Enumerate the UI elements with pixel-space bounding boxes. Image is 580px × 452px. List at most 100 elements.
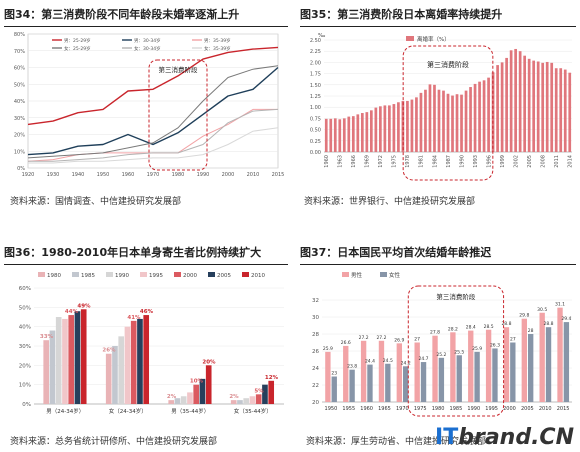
legend-label: 男性 [351, 271, 363, 279]
x-tick-label: 2008 [540, 155, 546, 168]
value-label: 24.4 [365, 359, 375, 365]
divorce-bar [446, 93, 450, 152]
legend-swatch [174, 272, 181, 277]
x-tick-label: 1980 [432, 406, 445, 412]
series-line-6 [28, 127, 279, 164]
bar-男性 [521, 318, 527, 402]
legend-swatch [242, 272, 249, 277]
y-tick-label: 20 [312, 400, 319, 406]
bar-1990 [118, 336, 125, 404]
fig35-bar-chart: ‰ 0.00 0.25 0.50 0.75 1.00 1.25 1.50 1.75 2.00 2.2… [310, 33, 574, 181]
divorce-bar [505, 57, 508, 152]
bar-1990 [180, 396, 187, 404]
x-tick-label: 2005 [527, 155, 533, 168]
y-tick-label: 2.25 [310, 49, 321, 55]
bar-女性 [563, 322, 570, 402]
x-tick-label: 女（24-34岁） [109, 407, 147, 415]
data-label: 26% [102, 348, 116, 354]
x-tick-label: 1960 [324, 155, 330, 168]
bar-2010 [80, 309, 87, 404]
x-tick-label: 1993 [473, 155, 479, 168]
annotation-box [148, 59, 208, 171]
legend-label: 男：30-34岁 [134, 37, 161, 44]
divorce-bar [410, 99, 414, 152]
y-tick-label: 22 [312, 383, 319, 389]
fig37-title: 图37：日本国民平均首次结婚年龄推迟 [300, 246, 492, 259]
divorce-bar [500, 62, 504, 152]
bar-男性 [343, 345, 349, 402]
data-label: 44% [65, 309, 79, 315]
data-label: 46% [140, 309, 154, 315]
data-label: 41% [127, 315, 141, 321]
y-tick-label: 60% [19, 286, 31, 292]
annotation-label: 第三消费阶段 [159, 65, 199, 74]
x-tick-label: 1960 [360, 406, 373, 412]
y-tick-label: 60% [14, 66, 25, 72]
legend-label: 男：35-39岁 [204, 37, 231, 44]
value-label: 24.7 [419, 356, 429, 362]
divorce-bar [388, 105, 391, 152]
divorce-bar [360, 113, 364, 152]
bar-女性 [420, 362, 427, 402]
legend-swatch [38, 272, 45, 277]
value-label: 28.5 [484, 324, 494, 330]
divorce-bar [379, 106, 382, 152]
fig36-source: 资料来源：总务省统计研修所、中信建投研究发展部 [10, 437, 218, 447]
y-tick-label: 0.00 [310, 150, 321, 156]
y-tick-label: 70% [14, 49, 25, 55]
x-tick-label: 1984 [432, 155, 438, 168]
legend-label: 1990 [115, 273, 129, 279]
y-tick-label: 1.75 [310, 72, 321, 78]
divorce-bar [550, 62, 554, 152]
bar-男性 [485, 329, 492, 402]
x-tick-label: 1960 [122, 172, 135, 178]
value-label: 28.8 [544, 321, 554, 327]
x-tick-label: 2015 [557, 406, 570, 412]
bar-1980 [168, 400, 175, 404]
x-tick-label: 2011 [554, 155, 560, 168]
divorce-bar [455, 94, 459, 152]
divorce-bar [464, 90, 468, 152]
x-tick-label: 1940 [72, 172, 85, 178]
value-label: 28.8 [501, 321, 511, 327]
itbrand-watermark: ITbrand.CN [435, 425, 574, 450]
x-tick-label: 1920 [22, 172, 35, 178]
bar-女性 [492, 348, 498, 402]
series-line-1 [27, 46, 279, 126]
bar-女性 [474, 351, 480, 402]
x-tick-label: 1950 [97, 172, 110, 178]
fig34-line-chart: 0% 10% 20% 30% 40% 50% 60% 70% 80% 1920 1930 1940 19… [14, 32, 284, 178]
legend-label: 女：25-29岁 [64, 45, 91, 52]
value-label: 27.2 [359, 335, 369, 341]
legend-swatch [380, 272, 387, 277]
y-tick-label: 26 [312, 349, 319, 355]
bar-2000 [68, 315, 75, 404]
divorce-bar [487, 77, 490, 152]
divorce-bar [563, 69, 567, 152]
divorce-bar [433, 84, 436, 152]
divorce-bar [406, 100, 409, 152]
x-tick-label: 2002 [513, 155, 519, 168]
bar-1990 [55, 317, 62, 404]
value-label: 29.4 [561, 316, 571, 322]
series-line-2 [27, 66, 279, 156]
bar-男性 [539, 312, 545, 402]
fig36-title-rule [4, 264, 288, 265]
y-tick-label: 50% [19, 305, 31, 311]
x-tick-label: 1990 [197, 172, 210, 178]
fig36-title: 图36：1980-2010年日本单身寄生者比例持续扩大 [4, 246, 262, 259]
x-tick-label: 1985 [450, 406, 463, 412]
bar-女性 [331, 376, 337, 402]
divorce-bar [554, 68, 558, 152]
legend-label: 2005 [217, 273, 231, 279]
bar-男性 [468, 330, 474, 402]
bar-1985 [49, 330, 56, 404]
value-label: 27.8 [430, 330, 440, 336]
value-label: 28.2 [448, 326, 458, 332]
y-tick-label: 0.75 [310, 116, 321, 122]
y-tick-label: 0% [17, 166, 25, 172]
bar-男性 [360, 340, 367, 402]
x-tick-label: 2005 [521, 406, 534, 412]
fig34-title-rule [4, 26, 288, 27]
y-tick-label: 10% [19, 383, 31, 389]
